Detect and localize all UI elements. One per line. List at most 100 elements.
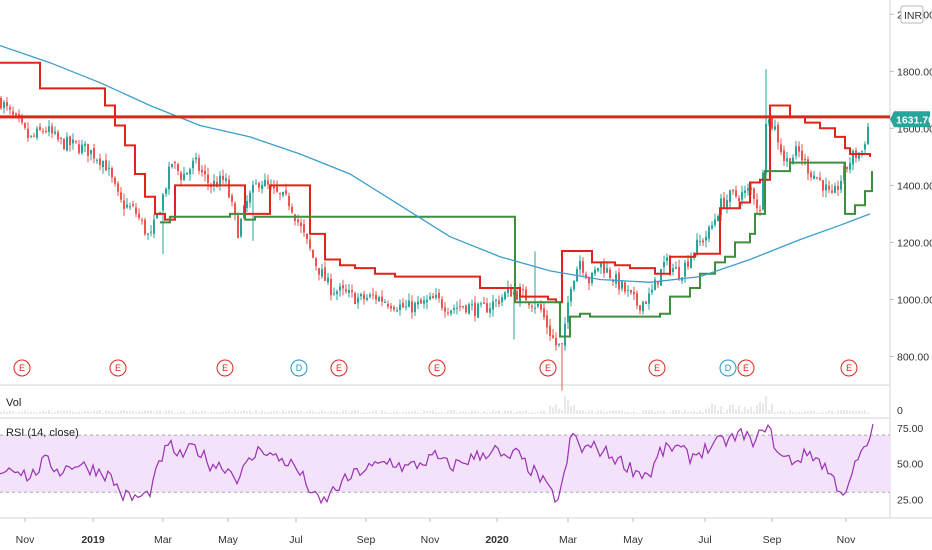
volume-bar [861,411,863,414]
dividend-marker[interactable]: D [719,359,737,377]
earnings-marker[interactable]: E [840,359,858,377]
candle-body [852,150,854,165]
candle-body [318,268,320,275]
candle-body [720,198,722,215]
candle-body [387,303,389,307]
candle-body [204,170,206,175]
candle-body [714,219,716,225]
rsi-line-path [0,423,874,505]
candle-body [864,144,866,150]
candle-body [525,289,527,301]
candle-body [546,315,548,328]
candle-body [237,215,239,239]
volume-bar [789,410,791,414]
candle-body [6,102,8,107]
volume-bar [648,410,650,414]
candle-body [765,123,767,174]
volume-bar [156,410,158,414]
candle-body [9,107,11,110]
volume-bar [288,410,290,414]
candle-body [435,294,437,298]
event-marker-label: E [846,363,852,373]
candle-body [177,164,179,171]
earnings-marker[interactable]: E [648,359,666,377]
candle-body [861,151,863,153]
earnings-marker[interactable]: E [539,359,557,377]
volume-bar [822,412,824,414]
event-marker-circle [290,359,308,377]
time-axis-tick-label: Nov [837,534,856,546]
candle-body [333,293,335,295]
earnings-marker[interactable]: E [330,359,348,377]
candle-body [543,308,545,318]
volume-bar [801,412,803,414]
candle-body [492,301,494,310]
candle-body [858,152,860,159]
volume-bar [315,412,317,414]
candle-body [456,307,458,309]
candle-body [528,302,530,306]
earnings-marker[interactable]: E [428,359,446,377]
volume-bar [858,410,860,414]
volume-bar [204,411,206,414]
candle-body [393,307,395,310]
volume-bar [222,411,224,414]
candle-body [228,179,230,197]
candle-body [489,308,491,313]
dividend-marker[interactable]: D [290,359,308,377]
volume-bar [606,412,608,414]
candle-body [153,219,155,234]
candle-body [471,304,473,306]
volume-bar [318,411,320,414]
volume-bar [75,412,77,414]
volume-bar [669,412,671,414]
time-axis-tick-label: Nov [16,534,35,546]
candle-body [741,192,743,200]
earnings-marker[interactable]: E [13,359,31,377]
volume-bar [105,410,107,414]
candle-body [429,296,431,300]
event-marker-circle [13,359,31,377]
volume-bar [525,410,527,414]
volume-bar [279,412,281,414]
volume-bar [321,410,323,414]
time-axis-tick-label: 2019 [81,534,105,546]
volume-bar [381,410,383,414]
candle-body [432,296,434,299]
volume-bar [747,409,749,414]
volume-bar [756,404,758,414]
candle-body [27,128,29,138]
candle-body [225,178,227,181]
candle-body [36,128,38,138]
candle-body [624,282,626,292]
candle-body [762,172,764,210]
volume-bar [672,410,674,414]
volume-bar [528,412,530,414]
volume-bar [450,410,452,414]
candle-body [39,126,41,130]
currency-badge[interactable] [900,5,924,24]
volume-bar [63,410,65,414]
time-axis-tick-label: Jul [698,534,711,546]
volume-bar [309,410,311,414]
volume-bar [210,411,212,414]
volume-bar [468,412,470,414]
candle-body [240,218,242,237]
rsi-axis-tick-label: 25.00 [897,494,923,506]
volume-bar [153,412,155,414]
candle-body [297,219,299,223]
volume-bar [555,404,557,414]
candle-body [744,190,746,193]
volume-bar [507,411,509,414]
earnings-marker[interactable]: E [737,359,755,377]
candle-body [252,184,254,193]
candle-body [831,190,833,193]
candle-body [372,294,374,296]
earnings-marker[interactable]: E [109,359,127,377]
earnings-marker[interactable]: E [216,359,234,377]
candle-body [675,267,677,269]
volume-bar [567,400,569,414]
candle-body [447,312,449,314]
volume-bar [750,406,752,414]
candle-body [522,289,524,291]
